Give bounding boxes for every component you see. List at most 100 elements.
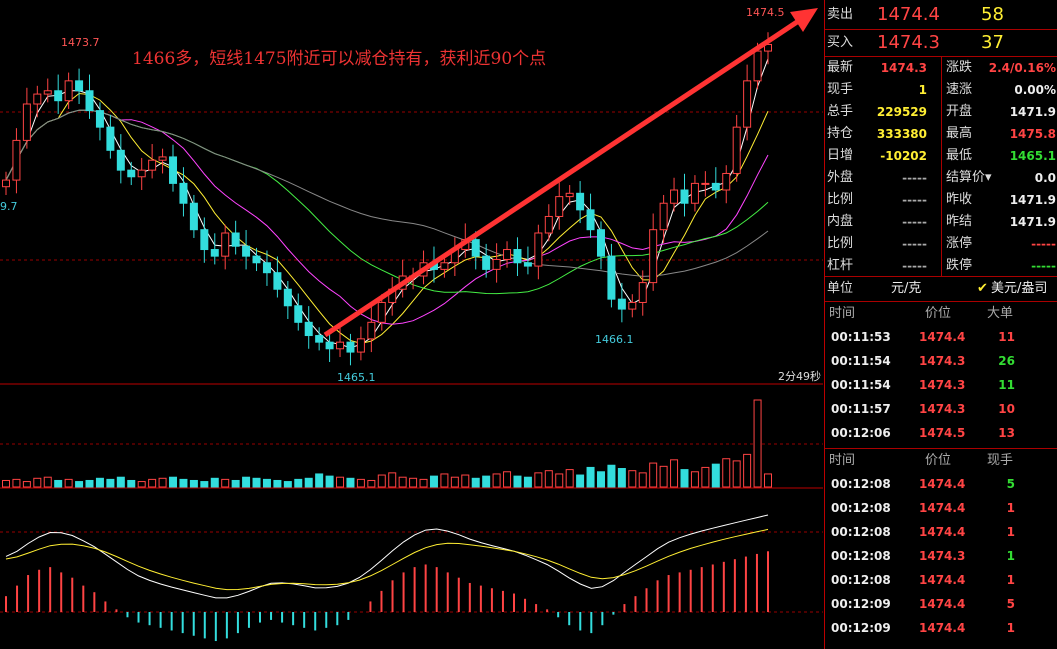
volume-bar: [22, 481, 31, 488]
volume-bar: [534, 472, 543, 488]
row-qty: 11: [998, 330, 1015, 344]
stat-label: 外盘: [827, 170, 854, 185]
table-row[interactable]: 00:12:09 1474.4 5: [825, 593, 1057, 615]
stat-label: 昨结: [946, 214, 973, 229]
candle-body: [137, 169, 146, 178]
stat-label: 现手: [827, 82, 854, 97]
volume-bar: [377, 474, 386, 488]
stat-value: 1475.8: [1009, 127, 1056, 141]
row-price: 1474.3: [919, 354, 966, 368]
stat-value: -----: [902, 171, 927, 185]
volume-bar: [388, 472, 397, 488]
candle-body: [179, 182, 188, 204]
table-row[interactable]: 00:11:54 1474.3 26: [825, 350, 1057, 372]
price-label-high-right: 1474.5: [746, 6, 785, 19]
table-row[interactable]: 00:12:08 1474.4 1: [825, 569, 1057, 591]
stat-label: 日增: [827, 148, 854, 163]
unit-value: 元/克: [891, 281, 922, 296]
candle-body: [85, 90, 94, 112]
volume-bar: [252, 477, 261, 488]
table-row[interactable]: 00:12:08 1474.3 1: [825, 545, 1057, 567]
table-row[interactable]: 00:11:57 1474.3 10: [825, 398, 1057, 420]
row-qty: 13: [998, 426, 1015, 440]
stat-label: 内盘: [827, 214, 854, 229]
candle-body: [231, 232, 240, 247]
stat-value: -----: [902, 237, 927, 251]
candle-body: [169, 156, 178, 184]
volume-bar: [722, 458, 731, 488]
table-row[interactable]: 00:11:53 1474.4 11: [825, 326, 1057, 348]
candle-body: [158, 156, 167, 161]
volume-bar: [304, 477, 313, 488]
stat-label: 速涨: [946, 82, 973, 97]
candle-body: [492, 258, 501, 270]
row-time: 00:11:57: [831, 402, 891, 416]
candle-body: [200, 229, 209, 251]
volume-bar: [450, 476, 459, 488]
candle-body: [649, 229, 658, 284]
volume-bar: [690, 471, 699, 488]
volume-bar: [429, 475, 438, 488]
currency-toggle[interactable]: 美元/盎司: [991, 281, 1048, 296]
table-row[interactable]: 00:12:08 1474.4 1: [825, 497, 1057, 519]
kline-chart[interactable]: 1466多，短线1475附近可以减仓持有，获利近90个点 1473.7 1474…: [0, 0, 823, 649]
buy-row[interactable]: 买入 1474.3 37: [825, 30, 1057, 56]
table-row[interactable]: 00:12:06 1474.5 13: [825, 422, 1057, 444]
volume-bar: [680, 469, 689, 488]
candle-body: [356, 338, 365, 353]
volume-bar: [294, 478, 303, 488]
candle-body: [22, 103, 31, 141]
table-row[interactable]: 00:12:09 1474.4 1: [825, 617, 1057, 639]
table-row[interactable]: 00:12:08 1474.4 1: [825, 521, 1057, 543]
table-row[interactable]: 00:12:08 1474.4 5: [825, 473, 1057, 495]
volume-bar: [95, 477, 104, 488]
column-header: 价位: [925, 453, 952, 468]
stat-value: 0.00%: [1014, 83, 1056, 97]
sell-qty: 58: [981, 4, 1004, 25]
volume-bar: [764, 473, 772, 488]
table-row[interactable]: 00:11:54 1474.3 11: [825, 374, 1057, 396]
candle-body: [482, 255, 491, 270]
volume-bar: [753, 399, 762, 488]
stat-value: 0.0: [1034, 171, 1056, 185]
candle-body: [732, 126, 741, 174]
price-label-left-edge: 9.7: [0, 200, 18, 213]
stat-value: 1471.9: [1009, 105, 1056, 119]
candle-body: [701, 182, 710, 185]
moving-averages: [5, 58, 769, 349]
candle-body: [596, 229, 605, 257]
volume-bar: [43, 476, 52, 488]
row-qty: 5: [1006, 477, 1015, 491]
ma-line-6: [5, 92, 769, 344]
volume-bar: [596, 471, 605, 488]
ma-line-3: [5, 58, 769, 349]
stat-row: 现手 1 速涨 0.00%: [825, 79, 1057, 101]
candle-body: [544, 215, 553, 234]
stat-value: 229529: [876, 105, 927, 119]
row-price: 1474.3: [919, 549, 966, 563]
candle-body: [471, 239, 480, 257]
candle-body: [43, 90, 52, 95]
row-time: 00:12:09: [831, 621, 891, 635]
row-qty: 5: [1006, 597, 1015, 611]
stat-label: 总手: [827, 104, 854, 119]
stat-value: -----: [902, 193, 927, 207]
candle-body: [127, 169, 136, 178]
volume-bar: [33, 477, 42, 488]
candle-body: [565, 192, 574, 198]
volume-bar: [555, 473, 564, 488]
volume-bar: [503, 471, 512, 488]
volume-bar: [242, 476, 251, 488]
stat-value: -10202: [880, 149, 927, 163]
candle-body: [586, 209, 595, 231]
big-orders-header: 时间 价位 大单: [825, 303, 1057, 325]
volume-bar: [127, 479, 136, 488]
row-price: 1474.4: [919, 621, 966, 635]
sell-row[interactable]: 卖出 1474.4 58: [825, 2, 1057, 28]
candle-body: [711, 182, 720, 191]
volume-bar: [659, 465, 668, 488]
price-label-high-left: 1473.7: [61, 36, 100, 49]
volume-bar: [461, 474, 470, 488]
stat-row: 杠杆 ----- 跌停 -----: [825, 255, 1057, 277]
stat-value: 2.4/0.16%: [988, 61, 1056, 75]
